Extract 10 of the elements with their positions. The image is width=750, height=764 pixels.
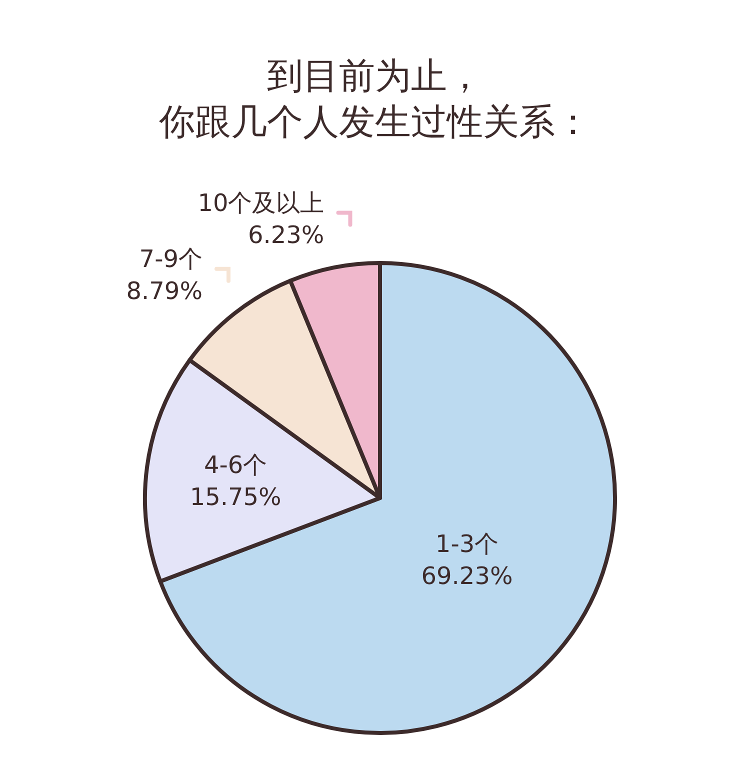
slice-label: 1-3个 — [435, 530, 499, 558]
chart-title: 到目前为止， — [267, 56, 483, 97]
chart-subtitle: 你跟几个人发生过性关系： — [158, 102, 591, 143]
data-label: 15.75% — [190, 482, 282, 511]
data-label: 69.23% — [421, 562, 513, 590]
slice-label: 4-6个 — [204, 450, 268, 479]
data-label: 6.23% — [248, 220, 324, 249]
slice-label: 7-9个 — [139, 244, 203, 273]
data-label: 8.79% — [126, 276, 203, 305]
legend-label: 10个及以上 — [198, 188, 324, 217]
